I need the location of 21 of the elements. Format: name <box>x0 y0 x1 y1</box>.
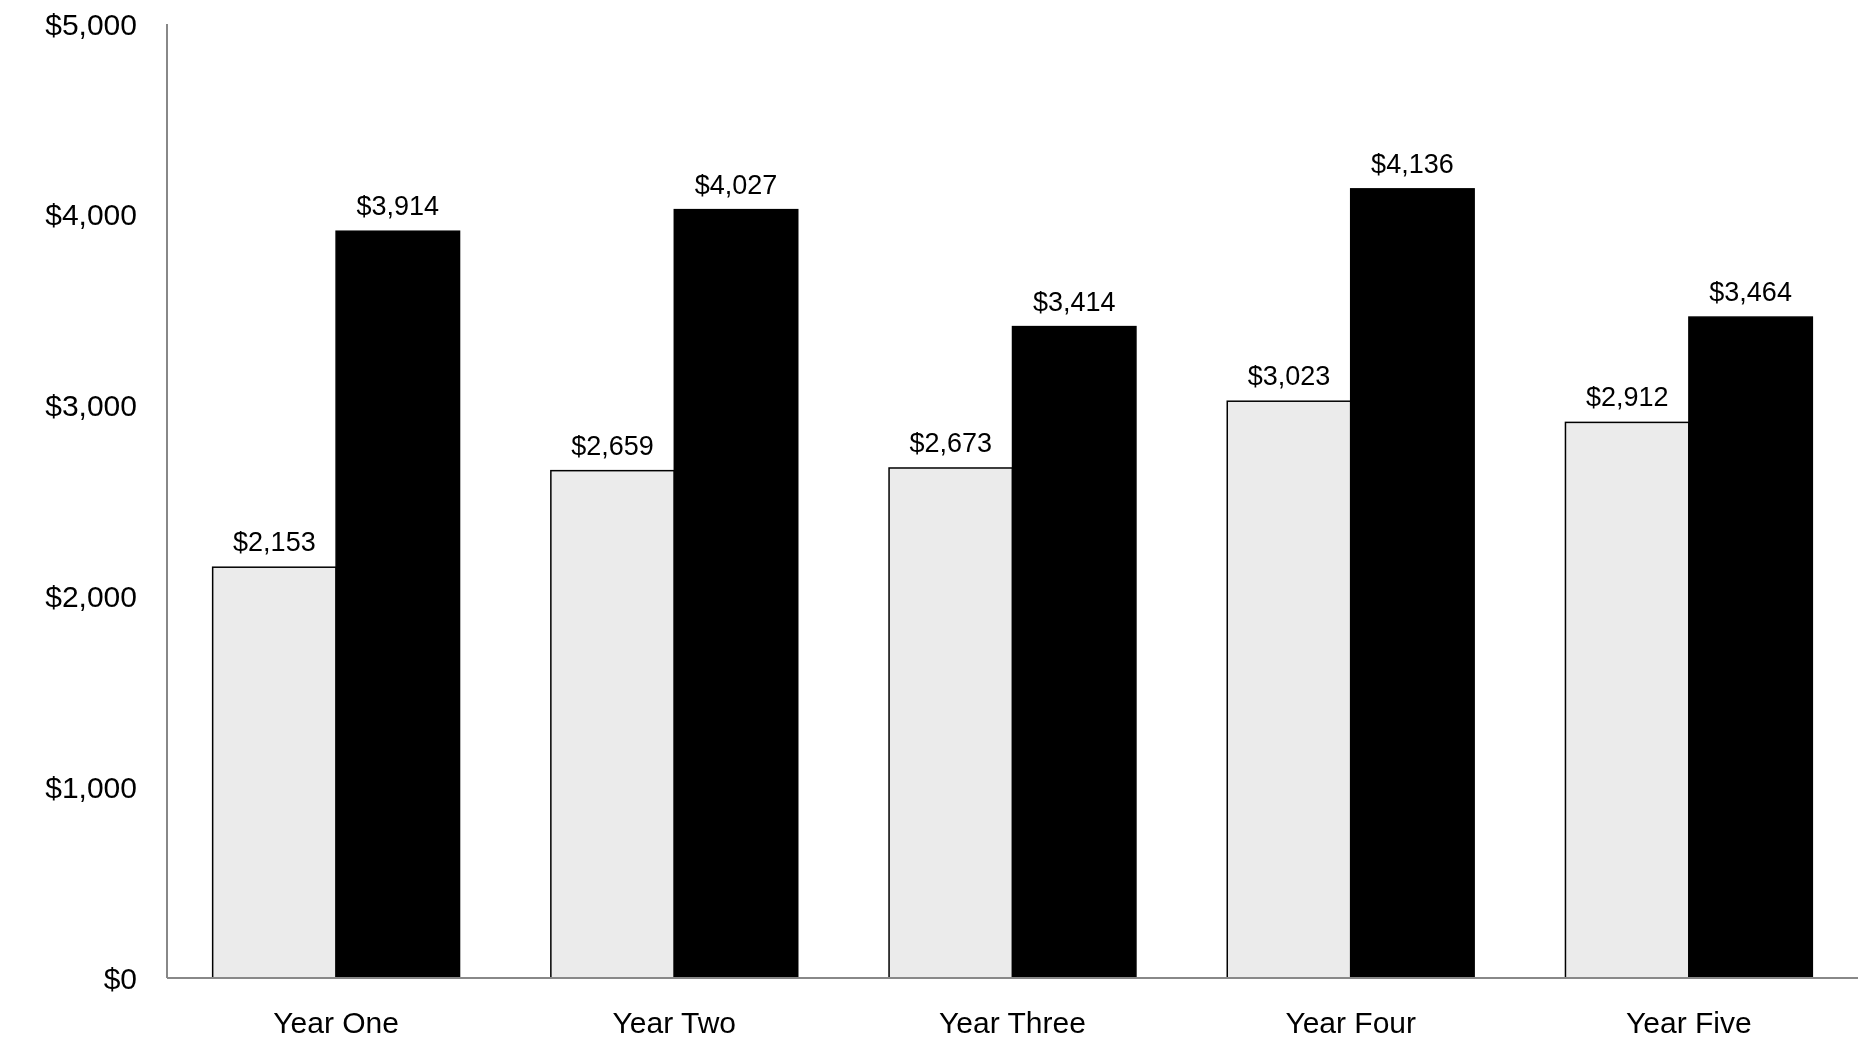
x-tick-label: Year Two <box>612 1006 737 1039</box>
data-label: $3,914 <box>356 191 440 222</box>
data-label: $2,153 <box>233 527 316 558</box>
x-tick-label: Year Five <box>1626 1006 1752 1039</box>
x-tick-label: Year Four <box>1285 1006 1417 1039</box>
y-tick-label: $5,000 <box>45 7 137 41</box>
x-tick-label: Year One <box>273 1006 399 1039</box>
data-label: $2,673 <box>909 427 993 458</box>
y-tick-label: $0 <box>103 961 137 995</box>
x-tick-label: Year Three <box>939 1006 1086 1039</box>
y-tick-label: $2,000 <box>45 579 137 613</box>
data-label: $3,464 <box>1709 277 1792 308</box>
data-label: $3,414 <box>1032 286 1116 317</box>
y-tick-label: $3,000 <box>45 389 137 423</box>
data-label: $4,136 <box>1371 148 1454 179</box>
data-label: $4,027 <box>694 169 778 200</box>
data-label: $2,659 <box>571 430 654 461</box>
y-tick-label: $1,000 <box>45 770 137 804</box>
y-tick-label: $4,000 <box>45 198 137 232</box>
data-label: $3,023 <box>1247 361 1331 392</box>
data-label: $2,912 <box>1585 382 1669 413</box>
